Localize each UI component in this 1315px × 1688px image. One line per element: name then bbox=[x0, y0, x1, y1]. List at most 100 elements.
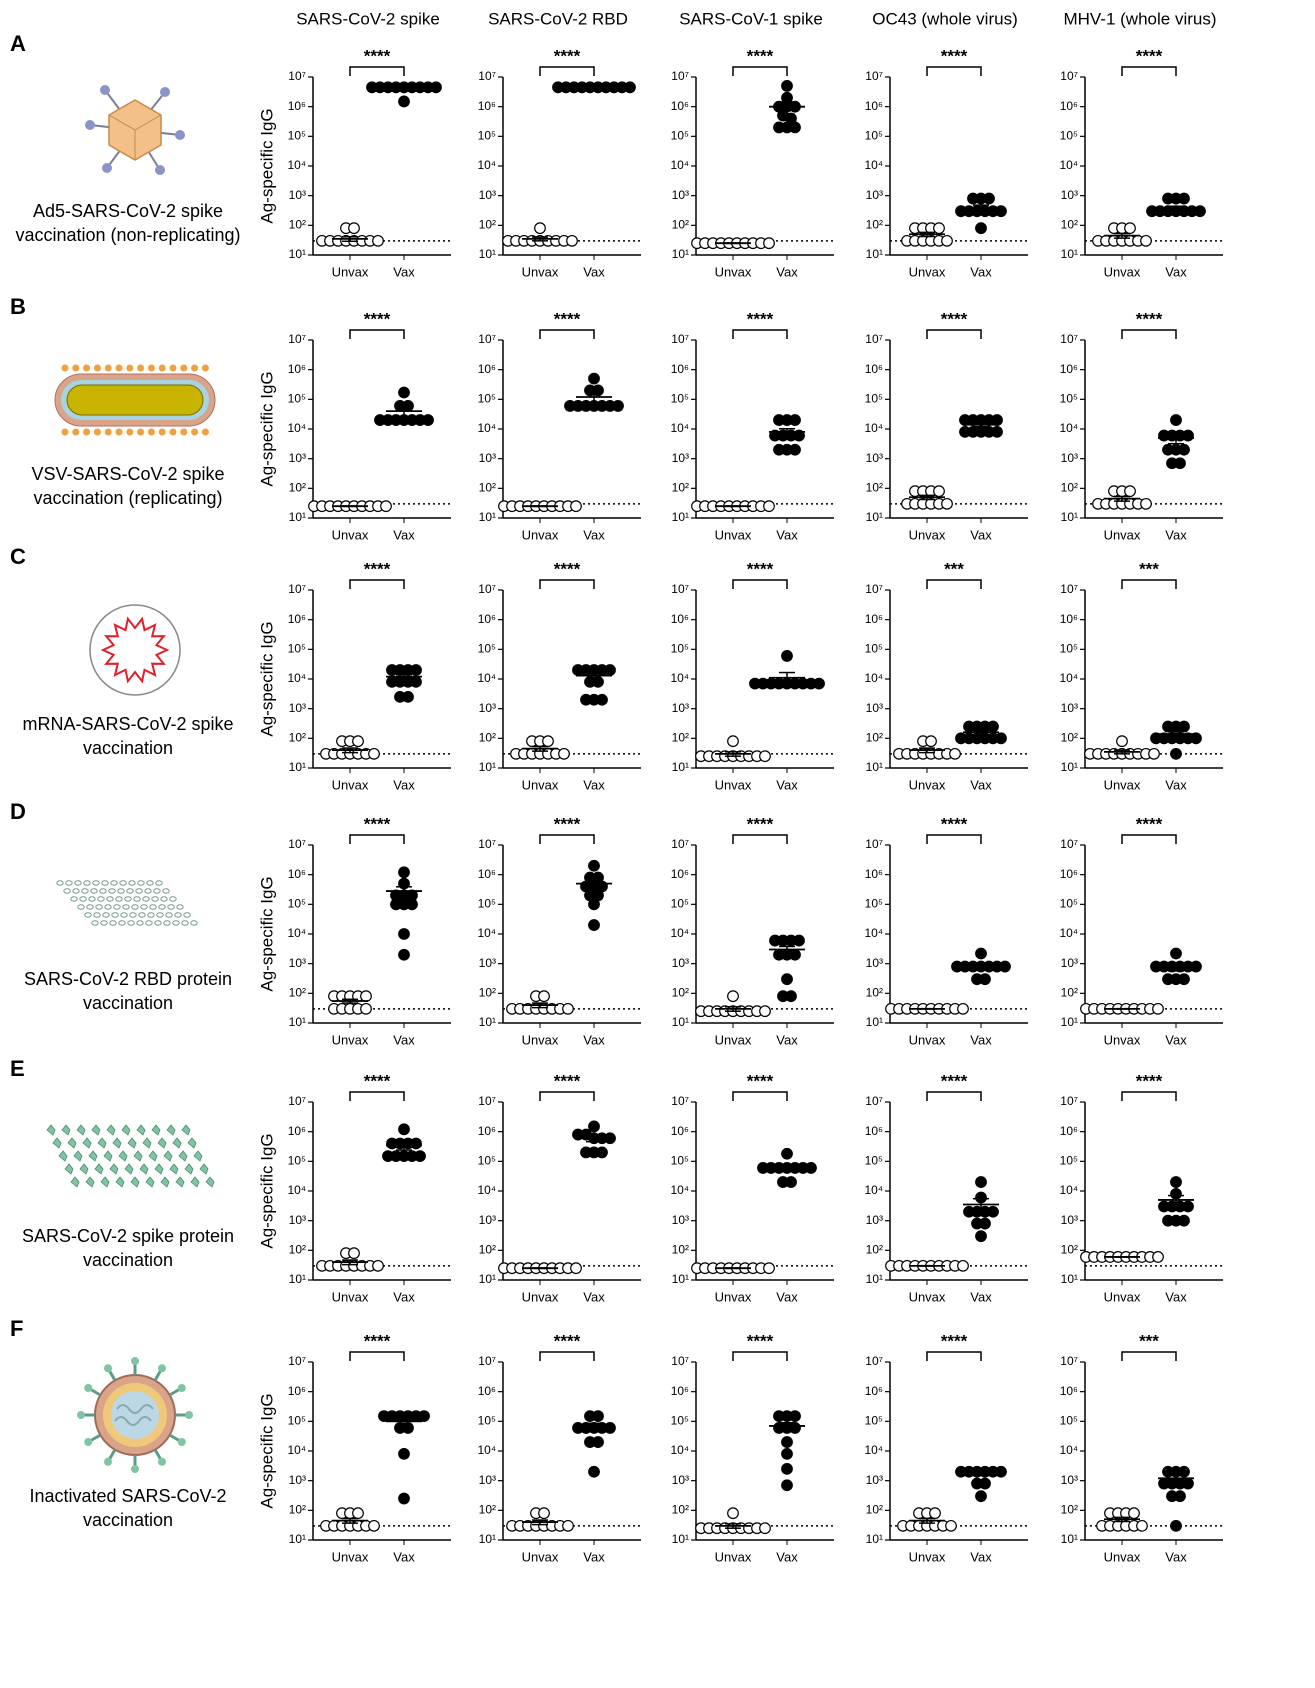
y-tick-label: 10² bbox=[672, 1503, 689, 1517]
spike-protein bbox=[146, 1177, 154, 1187]
y-tick-label: 10⁷ bbox=[671, 69, 689, 83]
y-tick-label: 10¹ bbox=[479, 760, 496, 774]
significance-label: **** bbox=[364, 1331, 391, 1350]
y-tick-label: 10⁴ bbox=[287, 1183, 306, 1197]
icon-spike bbox=[47, 1125, 214, 1187]
y-tick-label: 10² bbox=[479, 731, 496, 745]
unvax-point bbox=[764, 238, 775, 249]
y-tick-label: 10² bbox=[479, 1243, 496, 1257]
vsv-spike bbox=[126, 429, 133, 436]
rbd-protein bbox=[114, 905, 120, 909]
y-tick-label: 10⁶ bbox=[288, 612, 306, 626]
y-tick-label: 10⁶ bbox=[671, 99, 689, 113]
y-tick-label: 10² bbox=[289, 1503, 306, 1517]
significance-label: **** bbox=[941, 46, 968, 65]
y-tick-label: 10¹ bbox=[479, 1532, 496, 1546]
spike-protein bbox=[176, 1177, 184, 1187]
rbd-protein bbox=[164, 921, 170, 925]
y-tick-label: 10¹ bbox=[289, 510, 306, 524]
rbd-protein bbox=[152, 897, 158, 901]
y-tick-label: 10⁷ bbox=[865, 1354, 883, 1368]
x-tick-label: Vax bbox=[776, 1289, 798, 1304]
y-tick-label: 10⁶ bbox=[671, 362, 689, 376]
virus-spike-head bbox=[131, 1465, 139, 1473]
x-tick-label: Vax bbox=[393, 1289, 415, 1304]
y-tick-label: 10³ bbox=[672, 1473, 689, 1487]
vax-point bbox=[399, 867, 410, 878]
y-tick-label: 10⁶ bbox=[478, 362, 496, 376]
vax-point bbox=[399, 1124, 410, 1135]
vax-point bbox=[399, 387, 410, 398]
vax-point bbox=[399, 929, 410, 940]
unvax-point bbox=[926, 736, 937, 747]
unvax-point bbox=[535, 223, 546, 234]
x-tick-label: Vax bbox=[1165, 777, 1187, 792]
rbd-protein bbox=[125, 897, 131, 901]
vsv-spike bbox=[159, 365, 166, 372]
rbd-protein bbox=[109, 889, 115, 893]
y-tick-label: 10⁶ bbox=[671, 867, 689, 881]
vax-point bbox=[1179, 1215, 1190, 1226]
unvax-point bbox=[958, 1004, 969, 1015]
spike-protein bbox=[77, 1125, 85, 1135]
row-description: vaccination (replicating) bbox=[33, 488, 222, 508]
y-tick-label: 10⁷ bbox=[865, 582, 883, 596]
x-tick-label: Vax bbox=[583, 1549, 605, 1564]
vax-point bbox=[1171, 1177, 1182, 1188]
significance-bracket bbox=[1122, 1352, 1176, 1361]
y-tick-label: 10⁴ bbox=[670, 158, 689, 172]
unvax-point bbox=[728, 736, 739, 747]
y-tick-label: 10³ bbox=[479, 956, 496, 970]
vax-point bbox=[589, 860, 600, 871]
significance-bracket bbox=[540, 67, 594, 76]
vax-point bbox=[399, 949, 410, 960]
rbd-protein bbox=[147, 881, 153, 885]
y-tick-label: 10¹ bbox=[866, 247, 883, 261]
vsv-spike bbox=[105, 429, 112, 436]
rbd-protein bbox=[166, 913, 172, 917]
y-tick-label: 10¹ bbox=[479, 1015, 496, 1029]
y-tick-label: 10³ bbox=[866, 1213, 883, 1227]
spike-protein bbox=[182, 1125, 190, 1135]
y-tick-label: 10⁷ bbox=[671, 837, 689, 851]
y-tick-label: 10⁷ bbox=[288, 1094, 306, 1108]
rbd-protein bbox=[157, 913, 163, 917]
spike-protein bbox=[194, 1151, 202, 1161]
significance-label: **** bbox=[1136, 814, 1163, 833]
y-tick-label: 10³ bbox=[289, 188, 306, 202]
y-tick-label: 10⁷ bbox=[865, 1094, 883, 1108]
y-tick-label: 10³ bbox=[289, 1213, 306, 1227]
unvax-point bbox=[349, 223, 360, 234]
y-tick-label: 10¹ bbox=[672, 247, 689, 261]
y-tick-label: 10² bbox=[866, 1503, 883, 1517]
spike-protein bbox=[122, 1125, 130, 1135]
unvax-point bbox=[764, 501, 775, 512]
unvax-point bbox=[369, 749, 380, 760]
vax-point bbox=[411, 1138, 422, 1149]
y-tick-label: 10⁶ bbox=[671, 1124, 689, 1138]
y-tick-label: 10³ bbox=[479, 451, 496, 465]
significance-label: *** bbox=[1139, 1331, 1159, 1350]
x-tick-label: Unvax bbox=[332, 527, 369, 542]
vax-point bbox=[419, 1411, 430, 1422]
significance-bracket bbox=[540, 580, 594, 589]
vax-point bbox=[593, 1411, 604, 1422]
rbd-protein bbox=[127, 889, 133, 893]
y-tick-label: 10⁶ bbox=[288, 362, 306, 376]
y-tick-label: 10⁷ bbox=[1060, 1094, 1078, 1108]
y-tick-label: 10² bbox=[672, 986, 689, 1000]
icon-rbd bbox=[57, 881, 197, 925]
rbd-protein bbox=[57, 881, 63, 885]
spike-protein bbox=[107, 1125, 115, 1135]
unvax-point bbox=[559, 749, 570, 760]
y-tick-label: 10⁴ bbox=[864, 926, 883, 940]
y-tick-label: 10⁶ bbox=[865, 867, 883, 881]
vsv-spike bbox=[116, 429, 123, 436]
rbd-protein bbox=[93, 881, 99, 885]
spike-protein bbox=[98, 1138, 106, 1148]
y-tick-label: 10¹ bbox=[289, 1015, 306, 1029]
rbd-protein bbox=[84, 881, 90, 885]
significance-bracket bbox=[927, 580, 981, 589]
y-tick-label: 10⁴ bbox=[477, 926, 496, 940]
x-tick-label: Unvax bbox=[715, 1289, 752, 1304]
